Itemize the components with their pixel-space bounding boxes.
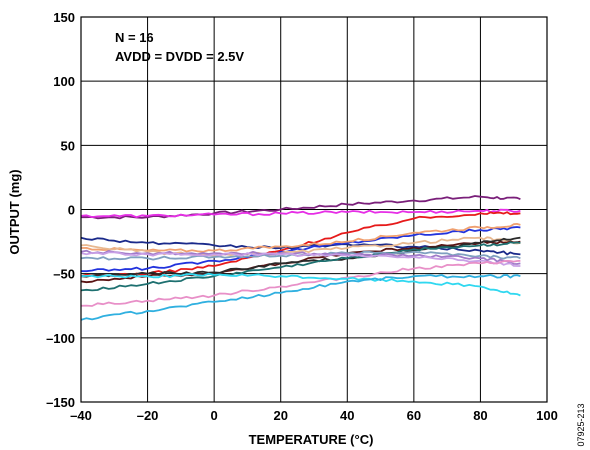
figure-id: 07925-213 xyxy=(576,403,586,446)
series-line-13 xyxy=(80,251,521,267)
series-line-5 xyxy=(80,226,521,273)
series-line-14 xyxy=(80,259,521,307)
series-line-1 xyxy=(81,195,521,220)
x-tick-label: 20 xyxy=(273,408,287,423)
grid xyxy=(80,16,548,403)
series-layer xyxy=(80,195,521,321)
x-tick-label: 100 xyxy=(536,408,558,423)
x-axis-title: TEMPERATURE (°C) xyxy=(249,432,374,447)
series-line-4 xyxy=(80,236,521,256)
x-tick-label: –20 xyxy=(137,408,159,423)
series-line-16 xyxy=(80,274,521,321)
plot-frame xyxy=(80,16,548,403)
y-tick-label: –50 xyxy=(53,267,75,282)
y-tick-label: 150 xyxy=(53,10,75,25)
annotation-n: N = 16 xyxy=(115,30,154,45)
y-tick-label: –100 xyxy=(46,331,75,346)
y-tick-label: 50 xyxy=(61,138,75,153)
x-tick-label: 80 xyxy=(473,408,487,423)
x-tick-label: 0 xyxy=(211,408,218,423)
y-tick-label: 0 xyxy=(68,203,75,218)
x-axis-ticks: –40 –20 0 20 40 60 80 100 xyxy=(70,408,558,423)
x-tick-label: 60 xyxy=(407,408,421,423)
series-line-7 xyxy=(80,236,521,257)
series-line-10 xyxy=(80,241,521,292)
y-axis-title: OUTPUT (mg) xyxy=(7,169,22,254)
x-tick-label: –40 xyxy=(70,408,92,423)
series-line-6 xyxy=(80,222,521,253)
series-line-15 xyxy=(80,272,521,297)
y-tick-label: –150 xyxy=(46,395,75,410)
annotation-supply: AVDD = DVDD = 2.5V xyxy=(115,49,244,64)
series-line-2 xyxy=(80,208,521,219)
y-tick-label: 100 xyxy=(53,74,75,89)
x-tick-label: 40 xyxy=(340,408,354,423)
series-line-9 xyxy=(80,236,521,278)
y-axis-ticks: –150 –100 –50 0 50 100 150 xyxy=(46,10,75,410)
